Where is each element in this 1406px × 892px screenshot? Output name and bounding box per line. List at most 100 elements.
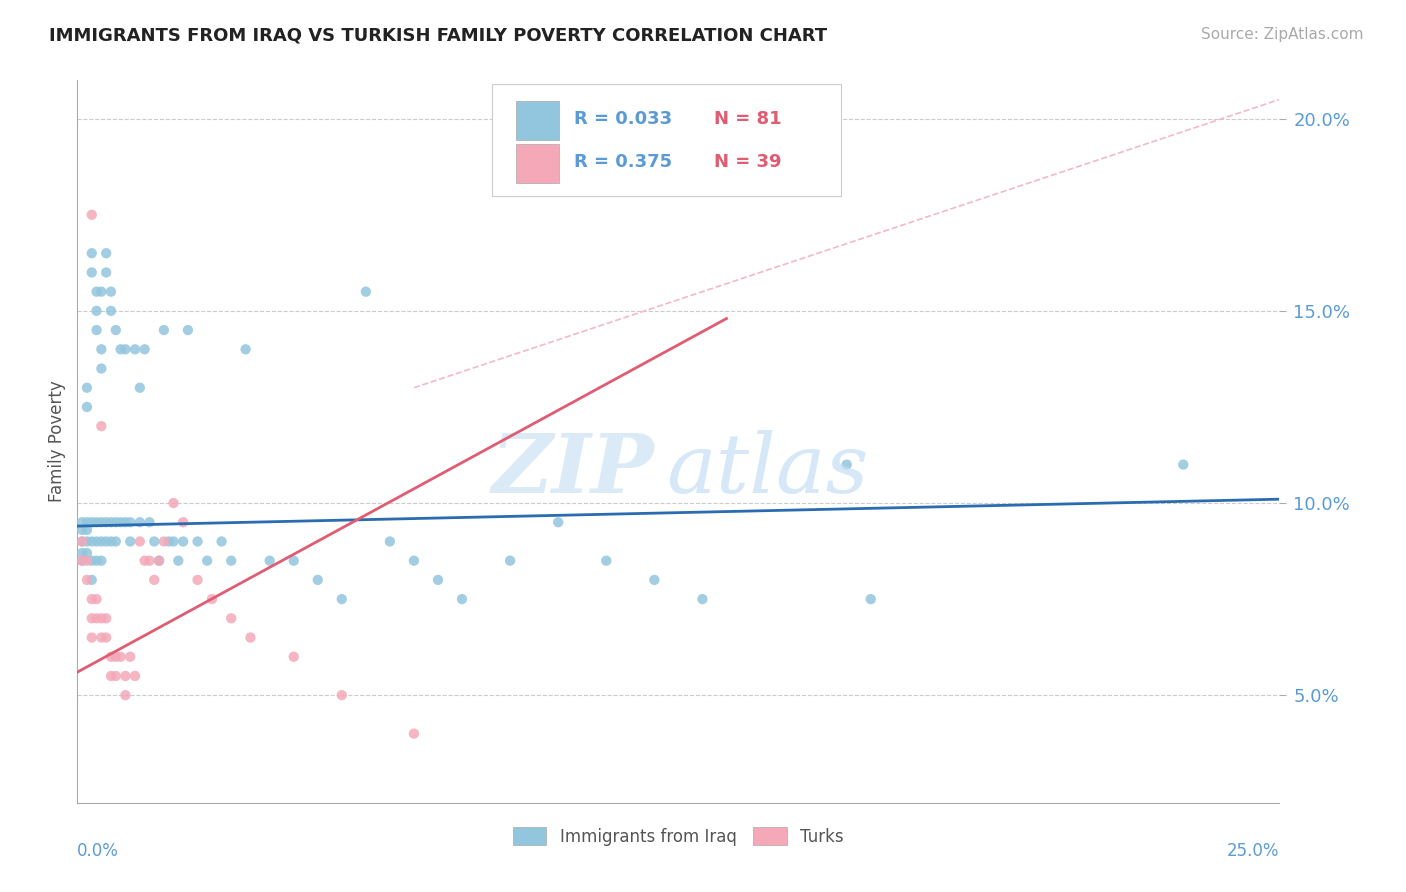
Point <box>201 592 224 607</box>
Point <box>835 458 858 472</box>
Point <box>100 534 122 549</box>
Point <box>134 554 156 568</box>
Point <box>100 669 122 683</box>
Point <box>128 515 150 529</box>
Point <box>186 534 209 549</box>
Point <box>235 343 257 357</box>
Point <box>80 208 103 222</box>
Point <box>120 534 142 549</box>
Point <box>124 343 146 357</box>
Point <box>128 534 150 549</box>
Point <box>90 515 112 529</box>
Point <box>86 515 108 529</box>
Point <box>595 554 617 568</box>
Point <box>90 419 112 434</box>
Point <box>70 534 93 549</box>
Point <box>402 726 425 740</box>
Point <box>80 554 103 568</box>
Point <box>80 265 103 279</box>
Point <box>104 534 127 549</box>
Point <box>120 649 142 664</box>
Point <box>96 265 118 279</box>
Point <box>172 534 194 549</box>
Point <box>80 534 103 549</box>
Point <box>76 554 98 568</box>
FancyBboxPatch shape <box>516 144 560 183</box>
Point <box>402 554 425 568</box>
Text: N = 81: N = 81 <box>714 110 782 128</box>
Point <box>110 343 132 357</box>
Point <box>859 592 882 607</box>
Point <box>104 669 127 683</box>
Text: N = 39: N = 39 <box>714 153 782 171</box>
Point <box>643 573 665 587</box>
Point <box>186 573 209 587</box>
FancyBboxPatch shape <box>492 84 841 196</box>
Point <box>90 611 112 625</box>
Point <box>96 515 118 529</box>
Point <box>427 573 450 587</box>
Point <box>86 323 108 337</box>
Point <box>211 534 233 549</box>
Point <box>86 285 108 299</box>
Point <box>138 515 160 529</box>
Point <box>114 515 136 529</box>
Text: 25.0%: 25.0% <box>1227 842 1279 860</box>
Point <box>76 573 98 587</box>
Point <box>100 649 122 664</box>
Point <box>86 304 108 318</box>
Point <box>70 515 93 529</box>
Point <box>76 381 98 395</box>
Point <box>128 381 150 395</box>
Point <box>100 515 122 529</box>
Point <box>499 554 522 568</box>
Point <box>100 304 122 318</box>
Point <box>90 361 112 376</box>
Text: IMMIGRANTS FROM IRAQ VS TURKISH FAMILY POVERTY CORRELATION CHART: IMMIGRANTS FROM IRAQ VS TURKISH FAMILY P… <box>49 27 827 45</box>
Point <box>86 534 108 549</box>
Point <box>96 631 118 645</box>
Point <box>90 554 112 568</box>
Point <box>162 496 184 510</box>
Point <box>259 554 281 568</box>
Point <box>70 534 93 549</box>
Y-axis label: Family Poverty: Family Poverty <box>48 381 66 502</box>
Point <box>1173 458 1195 472</box>
Point <box>90 285 112 299</box>
Point <box>692 592 714 607</box>
Point <box>143 573 166 587</box>
Point <box>114 343 136 357</box>
Point <box>76 515 98 529</box>
Point <box>143 534 166 549</box>
Point <box>134 343 156 357</box>
Point <box>330 688 353 702</box>
Point <box>148 554 170 568</box>
Point <box>172 515 194 529</box>
Point <box>100 285 122 299</box>
Legend: Immigrants from Iraq, Turks: Immigrants from Iraq, Turks <box>506 821 851 852</box>
Point <box>76 400 98 414</box>
Point <box>239 631 262 645</box>
Point <box>80 631 103 645</box>
Point <box>104 649 127 664</box>
Point <box>90 534 112 549</box>
Point <box>70 554 93 568</box>
Text: ZIP: ZIP <box>492 431 654 510</box>
Point <box>80 515 103 529</box>
Point <box>167 554 190 568</box>
Point <box>86 554 108 568</box>
Point <box>177 323 200 337</box>
Point <box>80 592 103 607</box>
Point <box>283 649 305 664</box>
Point <box>96 611 118 625</box>
Point <box>110 515 132 529</box>
Point <box>120 515 142 529</box>
Point <box>76 534 98 549</box>
Text: 0.0%: 0.0% <box>77 842 120 860</box>
Point <box>162 534 184 549</box>
Point <box>110 649 132 664</box>
Point <box>547 515 569 529</box>
Point <box>138 554 160 568</box>
Point <box>114 688 136 702</box>
Text: R = 0.033: R = 0.033 <box>574 110 672 128</box>
